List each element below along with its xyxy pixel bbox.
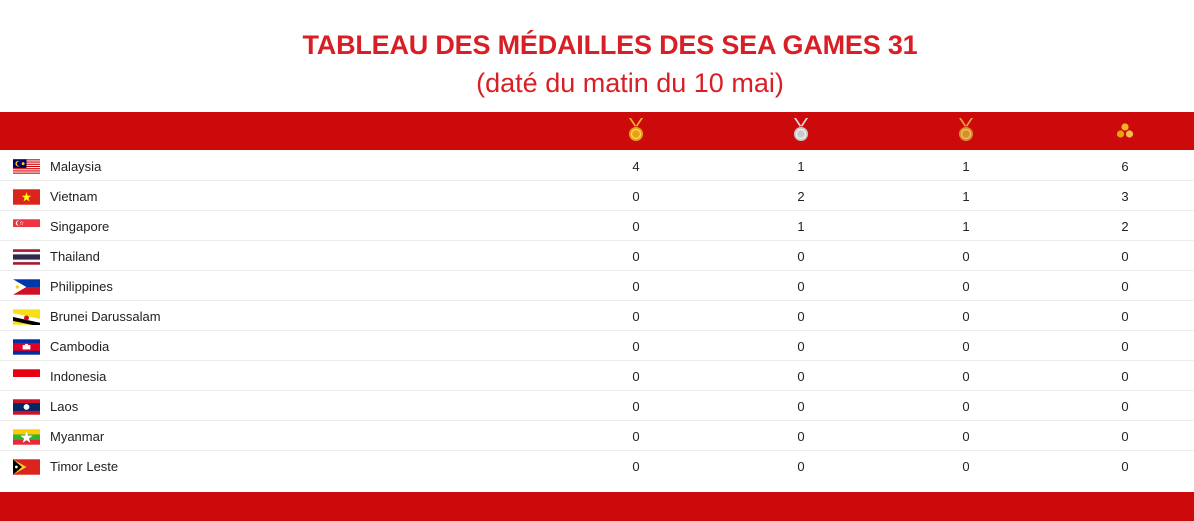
table-row: Singapore 0 1 1 2 [0,211,1194,241]
total-count: 0 [1121,399,1129,414]
gold-count: 0 [632,399,640,414]
country-name: Vietnam [50,189,98,204]
gold-count: 0 [632,249,640,264]
total-count: 6 [1121,159,1129,174]
country-name: Thailand [50,249,100,264]
silver-count: 1 [797,159,805,174]
gold-count: 0 [632,339,640,354]
table-row: Vietnam 0 2 1 3 [0,181,1194,211]
page-title: TABLEAU DES MÉDAILLES DES SEA GAMES 31 [302,30,918,60]
gold-count: 0 [632,219,640,234]
gold-count: 0 [632,309,640,324]
malaysia-flag-icon [13,159,40,175]
silver-count: 0 [797,339,805,354]
thailand-flag-icon [13,249,40,265]
medal-table: Malaysia 4 1 1 6 Vietnam 0 2 1 3 Singapo… [0,151,1194,481]
bronze-medal-icon [959,118,973,141]
total-medals-icon [1116,123,1134,138]
bronze-count: 0 [962,279,970,294]
bronze-count: 0 [962,459,970,474]
silver-count: 0 [797,309,805,324]
table-footer [0,492,1194,521]
gold-medal-icon [629,118,643,141]
table-row: Philippines 0 0 0 0 [0,271,1194,301]
silver-count: 0 [797,399,805,414]
indonesia-flag-icon [13,369,40,385]
singapore-flag-icon [13,219,40,235]
total-count: 0 [1121,309,1129,324]
silver-count: 1 [797,219,805,234]
bronze-count: 0 [962,429,970,444]
gold-count: 0 [632,369,640,384]
silver-medal-icon [794,118,808,141]
vietnam-flag-icon [13,189,40,205]
bronze-count: 0 [962,339,970,354]
silver-count: 0 [797,459,805,474]
silver-count: 0 [797,429,805,444]
bronze-count: 0 [962,399,970,414]
country-name: Malaysia [50,159,102,174]
cambodia-flag-icon [13,339,40,355]
country-name: Philippines [50,279,113,294]
table-row: Indonesia 0 0 0 0 [0,361,1194,391]
timor-leste-flag-icon [13,459,40,475]
country-name: Brunei Darussalam [50,309,161,324]
silver-count: 0 [797,279,805,294]
country-name: Timor Leste [50,459,119,474]
gold-count: 0 [632,429,640,444]
total-count: 3 [1121,189,1129,204]
total-count: 0 [1121,249,1129,264]
myanmar-flag-icon [13,429,40,445]
bronze-count: 1 [962,219,970,234]
gold-count: 0 [632,459,640,474]
total-count: 0 [1121,459,1129,474]
bronze-count: 0 [962,369,970,384]
table-row: Thailand 0 0 0 0 [0,241,1194,271]
table-row: Malaysia 4 1 1 6 [0,151,1194,181]
gold-count: 0 [632,279,640,294]
silver-count: 0 [797,369,805,384]
total-count: 0 [1121,339,1129,354]
table-row: Laos 0 0 0 0 [0,391,1194,421]
gold-count: 0 [632,189,640,204]
table-row: Brunei Darussalam 0 0 0 0 [0,301,1194,331]
table-row: Timor Leste 0 0 0 0 [0,451,1194,481]
total-count: 0 [1121,369,1129,384]
country-name: Myanmar [50,429,105,444]
country-name: Laos [50,399,79,414]
table-row: Myanmar 0 0 0 0 [0,421,1194,451]
total-count: 0 [1121,429,1129,444]
bronze-count: 1 [962,159,970,174]
page-subtitle: (daté du matin du 10 mai) [476,68,784,98]
laos-flag-icon [13,399,40,415]
bronze-count: 1 [962,189,970,204]
table-header [0,112,1194,150]
total-count: 2 [1121,219,1129,234]
total-count: 0 [1121,279,1129,294]
bronze-count: 0 [962,249,970,264]
country-name: Singapore [50,219,110,234]
gold-count: 4 [632,159,640,174]
bronze-count: 0 [962,309,970,324]
table-row: Cambodia 0 0 0 0 [0,331,1194,361]
philippines-flag-icon [13,279,40,295]
silver-count: 2 [797,189,805,204]
country-name: Indonesia [50,369,107,384]
country-name: Cambodia [50,339,110,354]
silver-count: 0 [797,249,805,264]
brunei-flag-icon [13,309,40,325]
